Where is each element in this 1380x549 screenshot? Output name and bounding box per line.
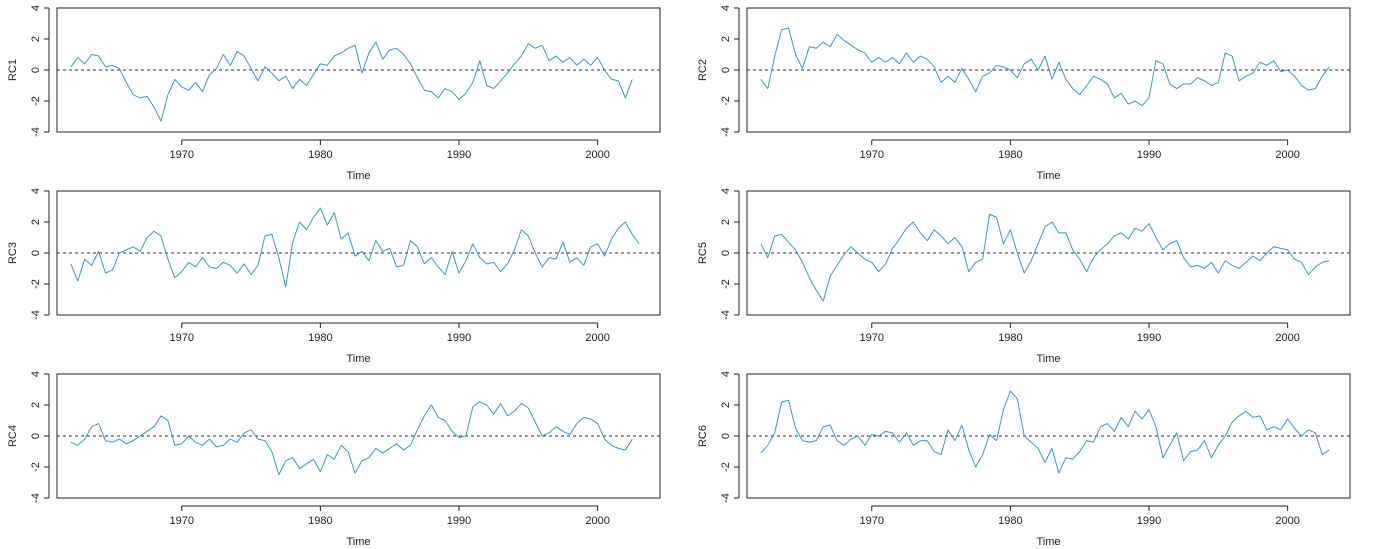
- x-tick-label: 1980: [998, 149, 1022, 161]
- y-tick-label: -4: [720, 127, 732, 137]
- x-tick-label: 1970: [170, 149, 194, 161]
- x-tick-label: 1980: [308, 515, 332, 527]
- chart-svg-rc6: -4 -2 0 2 4 1970 1980 1990 2000 Time RC6: [697, 371, 1351, 548]
- y-axis-title: RC5: [697, 242, 709, 264]
- y-tick-label: 2: [720, 36, 732, 42]
- y-tick-label: -2: [30, 279, 42, 289]
- x-tick-label: 1980: [998, 515, 1022, 527]
- y-tick-label: -2: [720, 96, 732, 106]
- y-tick-label: -4: [30, 310, 42, 320]
- series-line-rc2: [760, 27, 1330, 107]
- x-tick-label: 2000: [1275, 149, 1299, 161]
- y-tick-label: 0: [30, 433, 42, 439]
- x-tick-label: 1980: [308, 332, 332, 344]
- y-tick-label: 0: [30, 250, 42, 256]
- y-tick-label: 4: [720, 5, 732, 11]
- x-axis-title: Time: [1036, 536, 1060, 548]
- x-tick-label: 2000: [585, 149, 609, 161]
- series-line-rc1: [70, 41, 633, 122]
- x-tick-label: 1990: [1137, 332, 1161, 344]
- x-axis-title: Time: [346, 170, 370, 182]
- series-line-rc5: [760, 213, 1330, 302]
- chart-svg-rc1: -4 -2 0 2 4 1970 1980 1990 2000 Time RC1: [7, 5, 661, 182]
- chart-svg-rc2: -4 -2 0 2 4 1970 1980 1990 2000 Time RC2: [697, 5, 1351, 182]
- y-tick-label: 2: [30, 36, 42, 42]
- y-tick-label: 0: [720, 433, 732, 439]
- x-tick-label: 1990: [447, 332, 471, 344]
- x-tick-label: 1980: [998, 332, 1022, 344]
- series-line-rc3: [70, 207, 640, 288]
- x-tick-label: 1990: [447, 515, 471, 527]
- y-axis-title: RC1: [7, 59, 19, 81]
- chart-panel-rc1: -4 -2 0 2 4 1970 1980 1990 2000 Time RC1: [0, 0, 690, 183]
- y-tick-label: 4: [30, 5, 42, 11]
- y-tick-label: -2: [30, 462, 42, 472]
- y-axis-title: RC2: [697, 59, 709, 81]
- y-tick-label: 0: [720, 250, 732, 256]
- x-tick-label: 1990: [1137, 149, 1161, 161]
- y-tick-label: 4: [720, 371, 732, 377]
- x-tick-label: 1980: [308, 149, 332, 161]
- y-tick-label: -4: [720, 493, 732, 503]
- y-tick-label: -4: [30, 127, 42, 137]
- x-tick-label: 1970: [860, 515, 884, 527]
- y-tick-label: 2: [30, 219, 42, 225]
- chart-panel-rc6: -4 -2 0 2 4 1970 1980 1990 2000 Time RC6: [690, 366, 1380, 549]
- chart-panel-rc2: -4 -2 0 2 4 1970 1980 1990 2000 Time RC2: [690, 0, 1380, 183]
- y-axis-title: RC6: [697, 425, 709, 447]
- y-tick-label: 4: [720, 188, 732, 194]
- series-line-rc4: [70, 401, 633, 476]
- chart-svg-rc3: -4 -2 0 2 4 1970 1980 1990 2000 Time RC3: [7, 188, 661, 365]
- x-tick-label: 1970: [170, 332, 194, 344]
- x-tick-label: 1970: [170, 515, 194, 527]
- y-tick-label: 0: [30, 67, 42, 73]
- y-tick-label: 2: [720, 219, 732, 225]
- y-tick-label: -4: [720, 310, 732, 320]
- y-tick-label: 2: [30, 402, 42, 408]
- series-line-rc6: [760, 390, 1330, 474]
- chart-svg-rc4: -4 -2 0 2 4 1970 1980 1990 2000 Time RC4: [7, 371, 661, 548]
- chart-panel-rc3: -4 -2 0 2 4 1970 1980 1990 2000 Time RC3: [0, 183, 690, 366]
- y-tick-label: 2: [720, 402, 732, 408]
- x-tick-label: 2000: [585, 515, 609, 527]
- y-tick-label: -2: [720, 462, 732, 472]
- chart-panel-rc5: -4 -2 0 2 4 1970 1980 1990 2000 Time RC5: [690, 183, 1380, 366]
- chart-panel-rc4: -4 -2 0 2 4 1970 1980 1990 2000 Time RC4: [0, 366, 690, 549]
- chart-svg-rc5: -4 -2 0 2 4 1970 1980 1990 2000 Time RC5: [697, 188, 1351, 365]
- x-tick-label: 2000: [585, 332, 609, 344]
- x-axis-title: Time: [346, 353, 370, 365]
- x-tick-label: 1970: [860, 149, 884, 161]
- y-tick-label: -2: [720, 279, 732, 289]
- x-axis-title: Time: [1036, 353, 1060, 365]
- x-tick-label: 1990: [1137, 515, 1161, 527]
- x-tick-label: 2000: [1275, 515, 1299, 527]
- y-tick-label: -4: [30, 493, 42, 503]
- y-axis-title: RC4: [7, 425, 19, 447]
- x-tick-label: 1970: [860, 332, 884, 344]
- y-tick-label: 4: [30, 188, 42, 194]
- y-tick-label: -2: [30, 96, 42, 106]
- y-axis-title: RC3: [7, 242, 19, 264]
- x-axis-title: Time: [1036, 170, 1060, 182]
- x-axis-title: Time: [346, 536, 370, 548]
- x-tick-label: 2000: [1275, 332, 1299, 344]
- y-tick-label: 4: [30, 371, 42, 377]
- x-tick-label: 1990: [447, 149, 471, 161]
- y-tick-label: 0: [720, 67, 732, 73]
